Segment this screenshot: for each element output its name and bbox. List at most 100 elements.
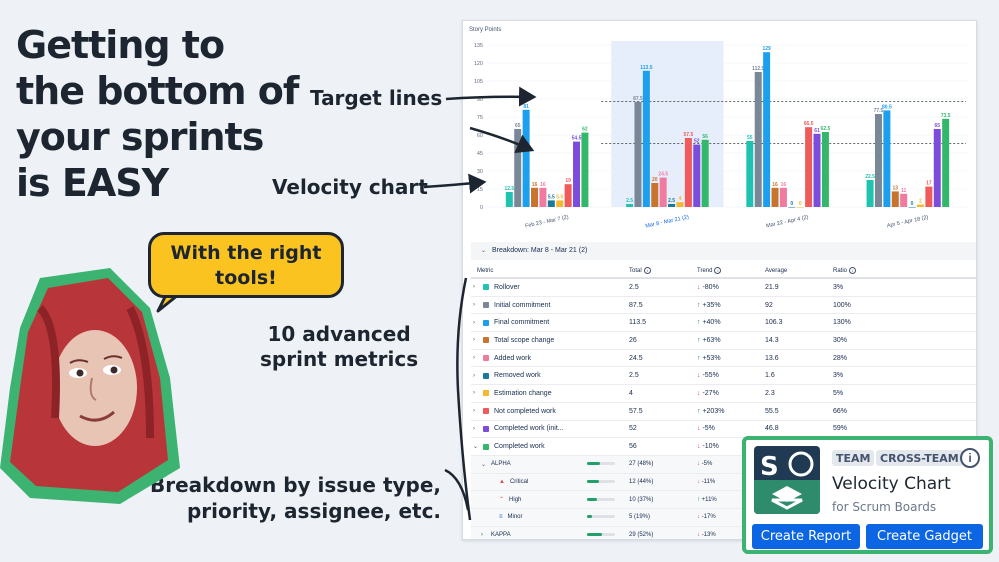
bar — [891, 191, 899, 207]
bar-data-label: 112.5 — [752, 66, 764, 72]
table-row[interactable]: › Removed work 2.5 ↓ -55% 1.6 3% — [471, 367, 976, 386]
chevron-right-icon[interactable]: › — [473, 284, 475, 291]
chevron-right-icon[interactable]: › — [473, 319, 475, 326]
bar-data-label: 57.5 — [684, 132, 694, 138]
metric-ratio: 59% — [833, 425, 848, 433]
bar-data-label: 65 — [934, 123, 940, 129]
arrow-down-icon: ↓ — [697, 372, 701, 380]
headline: Getting to the bottom of your sprints is… — [16, 22, 316, 206]
arrow-up-icon: ↑ — [697, 336, 701, 344]
high-priority-icon: ⌃ — [499, 497, 505, 504]
minor-priority-icon: ≡ — [499, 514, 503, 521]
info-icon[interactable]: i — [960, 448, 980, 468]
bar-data-label: 22.5 — [865, 174, 875, 180]
table-row[interactable]: › Completed work (init... 52 ↓ -5% 46.8 59% — [471, 421, 976, 439]
bar — [556, 200, 564, 207]
bar-data-label: 61 — [814, 128, 820, 134]
breakdown-title: Breakdown: Mar 8 - Mar 21 (2) — [491, 247, 588, 254]
metric-average: 14.3 — [765, 336, 779, 344]
metric-trend: ↑ +63% — [697, 337, 765, 344]
column-header-ratio[interactable]: Ratio i — [833, 267, 893, 275]
y-tick-label: 60 — [477, 133, 483, 139]
callout-line: sprint metrics — [260, 347, 419, 371]
metric-color-swatch — [483, 443, 489, 450]
table-header: Metric Total i Trend i Average Ratio i — [471, 265, 976, 279]
chevron-right-icon[interactable]: › — [473, 302, 475, 309]
bar — [701, 139, 709, 207]
subrow-name: Minor — [507, 514, 523, 521]
subrow-total: 29 (52%) — [629, 531, 654, 538]
table-row[interactable]: › Added work 24.5 ↑ +53% 13.6 28% — [471, 350, 976, 368]
bar — [754, 72, 762, 207]
y-tick-label: 45 — [477, 151, 483, 157]
bar-data-label: 12.5 — [504, 186, 514, 192]
chevron-right-icon[interactable]: › — [481, 531, 483, 538]
bubble-line: With the right — [170, 242, 322, 264]
table-row[interactable]: › Not completed work 57.5 ↑ +203% 55.5 66% — [471, 403, 976, 421]
bar — [547, 200, 555, 207]
bar — [805, 127, 813, 207]
bar-data-label: 62.5 — [821, 126, 831, 132]
bar-data-label: 20 — [652, 177, 658, 183]
breakdown-header[interactable]: ⌄ Breakdown: Mar 8 - Mar 21 (2) — [471, 242, 976, 260]
bar-data-label: 129 — [762, 46, 771, 52]
bar — [874, 114, 882, 207]
subrow-total: 10 (37%) — [629, 496, 654, 503]
column-header-label: Ratio — [833, 268, 848, 275]
info-icon[interactable]: i — [643, 267, 651, 275]
arrow-up-icon: ↑ — [697, 407, 701, 415]
metric-color-swatch — [483, 284, 489, 291]
column-header-average: Average — [765, 268, 788, 274]
metric-trend: ↑ +40% — [697, 319, 765, 326]
table-row[interactable]: › Total scope change 26 ↑ +63% 14.3 30% — [471, 332, 976, 350]
trend-value: -17% — [701, 514, 716, 521]
create-gadget-button[interactable]: Create Gadget — [866, 524, 983, 549]
chevron-down-icon[interactable]: ⌄ — [481, 461, 487, 468]
table-row[interactable]: › Estimation change 4 ↓ -27% 2.3 5% — [471, 385, 976, 403]
column-header-trend[interactable]: Trend i — [697, 267, 765, 275]
info-icon[interactable]: i — [849, 267, 857, 275]
chevron-right-icon[interactable]: › — [473, 372, 475, 379]
chevron-right-icon[interactable]: › — [473, 390, 475, 397]
trend-value: -55% — [702, 372, 719, 380]
bar-data-label: 11 — [901, 188, 907, 194]
chevron-down-icon[interactable]: ⌄ — [473, 444, 479, 451]
bar — [651, 183, 659, 207]
velocity-chart: Story Points 0 15 30 45 60 75 90 105 120 135 12.5 6… — [463, 21, 976, 243]
bar-data-label: 17 — [926, 181, 932, 187]
column-header-label: Trend — [697, 268, 713, 275]
bar — [788, 207, 796, 208]
table-row[interactable]: › Final commitment 113.5 ↑ +40% 106.3 130% — [471, 314, 976, 333]
arrow-down-icon: ↓ — [697, 425, 701, 433]
arrow-down-icon: ↓ — [697, 478, 700, 485]
metric-average: 92 — [765, 301, 773, 309]
bar — [900, 193, 908, 207]
subrow-total: 12 (44%) — [629, 478, 654, 485]
chevron-right-icon[interactable]: › — [473, 337, 475, 344]
bar-data-label: 55 — [747, 135, 753, 141]
metric-total: 24.5 — [629, 354, 643, 362]
metric-color-swatch — [483, 355, 489, 362]
chevron-right-icon[interactable]: › — [473, 425, 475, 432]
callout-line: priority, assignee, etc. — [186, 499, 442, 523]
subrow-trend: ↓ -5% — [697, 461, 765, 467]
table-row[interactable]: ⌄ Completed work 56 ↓ -10% — [471, 438, 976, 456]
chevron-right-icon[interactable]: › — [473, 355, 475, 362]
metric-trend: ↓ -55% — [697, 372, 765, 379]
table-row[interactable]: › Initial commitment 87.5 ↑ +35% 92 100% — [471, 297, 976, 315]
bar — [539, 187, 547, 207]
column-header-metric: Metric — [477, 268, 494, 274]
x-tick-label: Mar 8 - Mar 21 (2) — [645, 214, 690, 229]
create-report-button[interactable]: Create Report — [752, 524, 860, 549]
bar-data-label: 5.5 — [556, 194, 563, 200]
chevron-right-icon[interactable]: › — [473, 408, 475, 415]
info-icon[interactable]: i — [714, 267, 722, 275]
column-header-total[interactable]: Total i — [629, 267, 697, 275]
velocity-chart-logo-icon: S — [754, 446, 820, 514]
metric-name: Added work — [494, 354, 531, 362]
table-row[interactable]: › Rollover 2.5 ↓ -80% 21.9 3% — [471, 279, 976, 297]
metric-total: 52 — [629, 425, 637, 433]
metric-trend: ↑ +203% — [697, 408, 765, 415]
metric-ratio: 5% — [833, 389, 844, 397]
metric-color-swatch — [483, 302, 489, 309]
